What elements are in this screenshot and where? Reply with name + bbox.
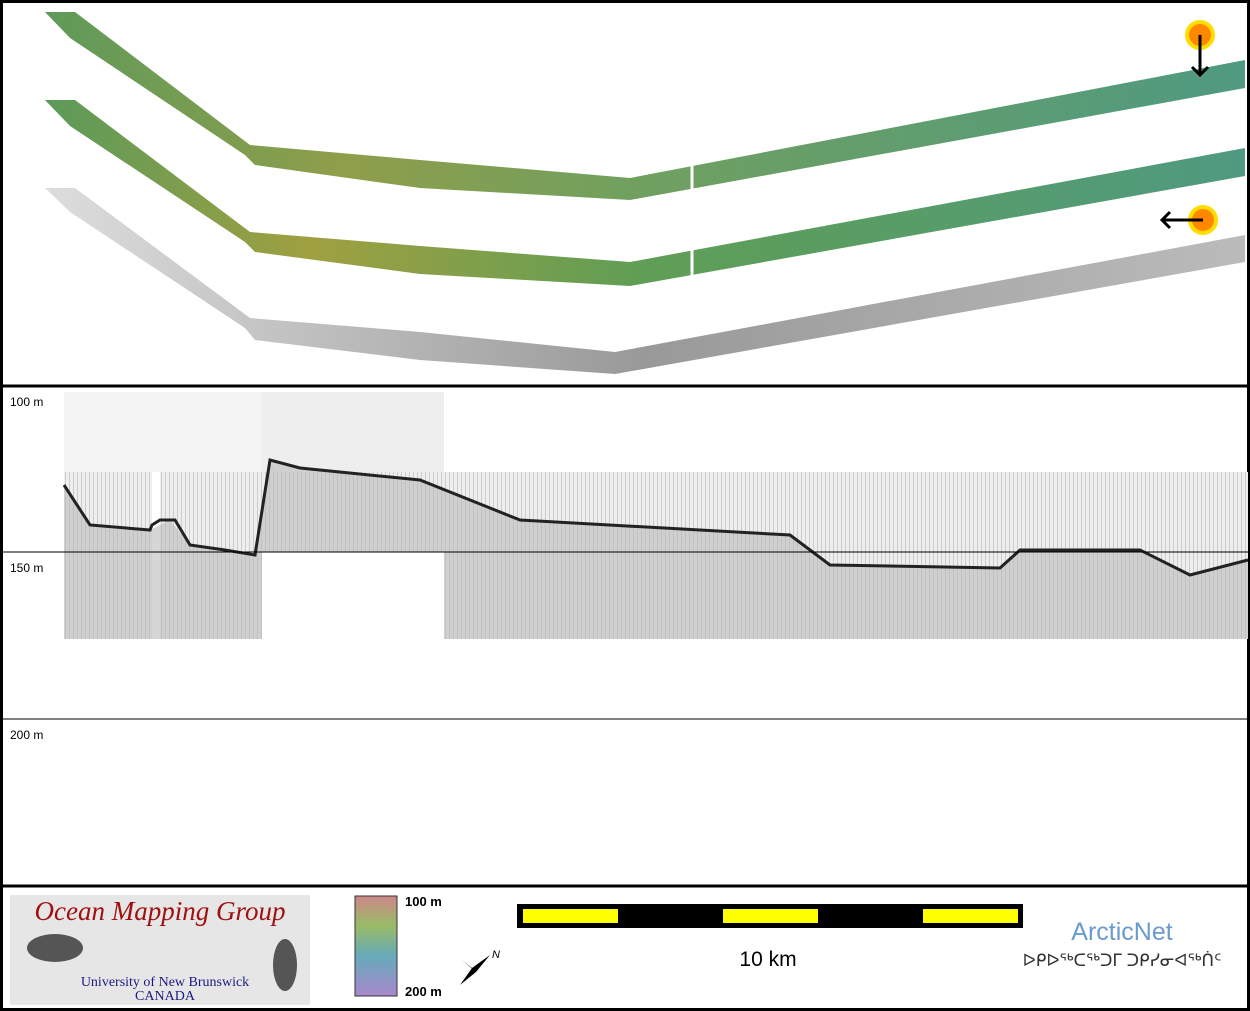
colorbar-label: 100 m [405,894,442,909]
colorbar [354,895,398,997]
colorbar-label: 200 m [405,984,442,999]
depth-label: 150 m [10,561,43,575]
compass: N [460,949,500,985]
logo-title: Ocean Mapping Group [35,896,286,926]
scale-label: 10 km [739,948,796,971]
depth-label: 200 m [10,728,43,742]
profile: 100 m 150 m 200 m [0,392,1250,742]
swath-map [45,12,1245,374]
logo-line: University of New Brunswick [81,975,249,990]
scale-bar: 10 km [517,904,1023,971]
logo-line: CANADA [135,989,196,1004]
compass-label: N [492,949,500,961]
partner-syllabics: ᐅᑭᐅᖅᑕᖅᑐᒥ ᑐᑭᓯᓂᐊᖅᑏᑦ [1023,950,1222,970]
depth-label: 100 m [10,395,43,409]
partner-name: ArcticNet [1071,918,1172,946]
logo: Ocean Mapping Group University of New Br… [10,895,310,1005]
